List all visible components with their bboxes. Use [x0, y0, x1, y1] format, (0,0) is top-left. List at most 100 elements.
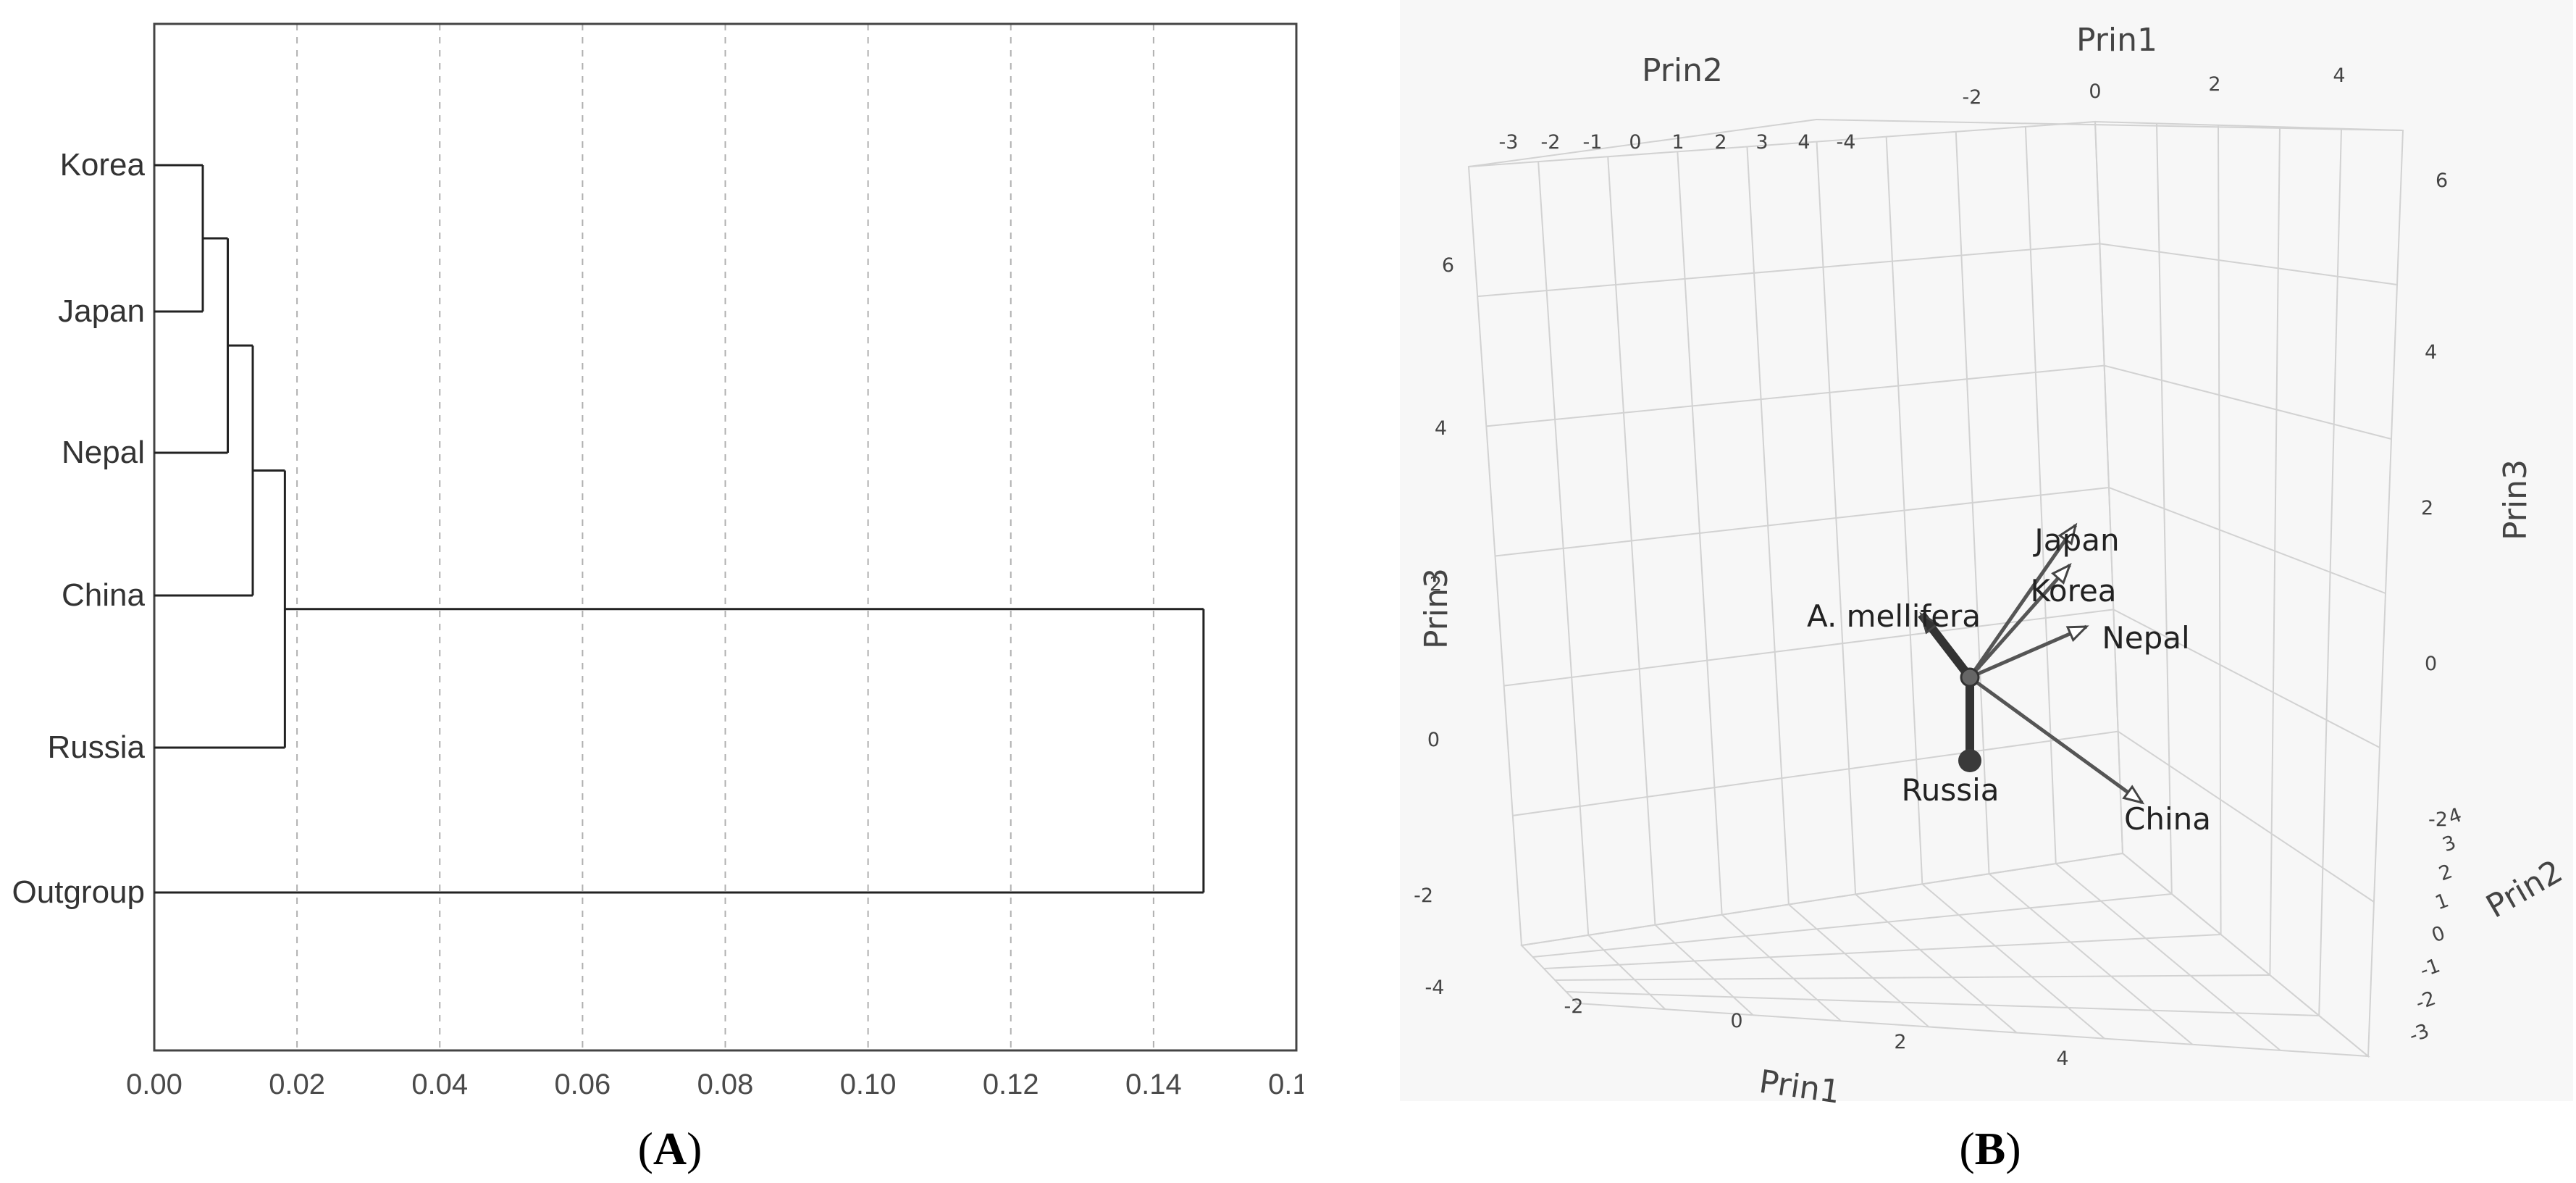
axis-name: Prin3 — [2497, 459, 2534, 540]
x-tick-label: 0.00 — [126, 1069, 182, 1100]
tick-label: 3 — [1755, 131, 1768, 154]
floor-wall — [1519, 852, 2371, 1058]
x-tick-label: 0.16 — [1268, 1069, 1304, 1100]
tick-label: 2 — [1714, 131, 1727, 154]
wall-grid — [2055, 863, 2281, 1051]
tick-label: 2 — [2421, 497, 2433, 519]
vector-shaft — [1968, 564, 2071, 679]
vector-label: Korea — [2030, 573, 2116, 609]
wall-grid — [1486, 364, 2105, 427]
axis-name: Prin1 — [2076, 22, 2157, 59]
tick-label: 2 — [2208, 73, 2220, 96]
tick-label: -4 — [1837, 131, 1856, 154]
leaf-label: Japan — [58, 293, 145, 329]
vector-label: Nepal — [2102, 620, 2189, 656]
vector-arrowhead — [1919, 611, 1940, 635]
tick-label: 2 — [1430, 573, 1442, 595]
tick-label: -4 — [1425, 977, 1445, 999]
wall-grid — [1555, 974, 2270, 981]
wall-grid — [1587, 935, 1666, 1010]
x-tick-label: 0.12 — [983, 1069, 1039, 1100]
vector-label: China — [2124, 801, 2211, 837]
tick-label: 6 — [1442, 254, 1454, 277]
vector-arrowhead — [2065, 625, 2089, 643]
origin-point — [1960, 667, 1980, 687]
vector-shaft — [1968, 675, 2144, 805]
tick-label: 0 — [1629, 131, 1641, 154]
wall-grid — [1855, 893, 2018, 1034]
leaf-label: Korea — [60, 147, 146, 183]
wall-grid — [2099, 243, 2398, 285]
wall-grid — [1532, 893, 2172, 958]
leaf-label: China — [62, 577, 145, 613]
tick-label: -2 — [2428, 808, 2448, 831]
tick-label: 4 — [2425, 341, 2437, 364]
tick-label: 4 — [1797, 131, 1810, 154]
vector-label: Japan — [2032, 522, 2119, 558]
tick-label: -2 — [1564, 995, 1584, 1018]
wall-grid — [1654, 924, 1754, 1016]
plot-frame — [153, 22, 1298, 1052]
wall-grid — [1477, 243, 2100, 298]
tick-label: -2 — [1541, 131, 1561, 154]
tick-label: 0 — [2089, 80, 2101, 103]
tick-label: 6 — [2436, 170, 2448, 192]
x-axis-ticks: 0.00 0.02 0.04 0.06 0.08 0.10 0.12 0.14 0.16 — [126, 1069, 1304, 1100]
x-tick-label: 0.10 — [840, 1069, 897, 1100]
wall-grid — [1503, 609, 2114, 687]
vector-ball — [1958, 749, 1981, 772]
tick-label: 4 — [2333, 64, 2345, 87]
panel-b-caption: (B) — [1959, 1123, 2021, 1174]
tick-label: 0 — [2425, 653, 2437, 675]
wall-grid — [2104, 364, 2392, 440]
wall-grid — [1921, 883, 2105, 1040]
tick-label: 0 — [1427, 729, 1440, 751]
axis-name: Prin2 — [1642, 52, 1723, 89]
grid-lines — [296, 24, 1154, 1050]
x-tick-label: 0.02 — [269, 1069, 325, 1100]
tick-label: -3 — [1499, 131, 1519, 154]
wall-grid — [1495, 487, 2110, 557]
wall-grid — [1788, 903, 1929, 1028]
leaf-label: Nepal — [62, 435, 145, 470]
loading-vectors: Japan Korea Nepal China A. mellifera Russia — [1807, 522, 2211, 837]
panel-a-caption: (A) — [638, 1123, 702, 1174]
vector-label: A. mellifera — [1807, 598, 1981, 634]
wall-grid — [2113, 609, 2380, 748]
wall-grid — [1988, 873, 2193, 1045]
tick-label: -1 — [1583, 131, 1603, 154]
wall-grid — [1512, 730, 2118, 816]
wall-grid — [1721, 914, 1842, 1022]
wall-grid — [1468, 119, 1817, 167]
vector-label: Russia — [1901, 772, 1999, 808]
axis-name: Prin3 — [1418, 568, 1455, 649]
tick-label: -2 — [1963, 86, 1982, 109]
x-tick-label: 0.08 — [697, 1069, 754, 1100]
grid-walls — [1467, 119, 2404, 1058]
dendrogram-branches — [154, 164, 1205, 894]
x-tick-label: 0.04 — [411, 1069, 468, 1100]
wall-grid — [2118, 730, 2375, 903]
pca-3d-panel: -3 -2 -1 0 1 2 3 4 -4 Prin2 -2 0 2 4 Prin1 -2 0 2 4 6 Prin3 6… — [1398, 0, 2576, 1183]
tick-label: 2 — [1894, 1031, 1906, 1053]
dendrogram-panel: 0.00 0.02 0.04 0.06 0.08 0.10 0.12 0.14 0.16 Kor… — [12, 22, 1304, 1174]
tick-label: 4 — [2056, 1048, 2068, 1070]
leaf-label: Outgroup — [12, 874, 145, 910]
vector-arrowhead — [2122, 785, 2145, 805]
vector-shaft — [1969, 624, 2087, 680]
x-tick-label: 0.14 — [1125, 1069, 1182, 1100]
leaf-label: Russia — [48, 730, 146, 765]
tick-label: 0 — [1730, 1010, 1742, 1032]
wall-grid — [1816, 119, 2404, 131]
x-tick-label: 0.06 — [554, 1069, 611, 1100]
tick-label: 1 — [1671, 131, 1684, 154]
pca-3d-chart: -3 -2 -1 0 1 2 3 4 -4 Prin2 -2 0 2 4 Prin1 -2 0 2 4 6 Prin3 6… — [1400, 0, 2573, 1174]
tick-label: -2 — [1414, 885, 1433, 907]
vector-arrowhead — [2051, 562, 2072, 585]
leaf-labels: Korea Japan Nepal China Russia Outgroup — [12, 147, 146, 910]
wall-grid — [2108, 487, 2386, 594]
vector-arrowhead — [2057, 522, 2078, 545]
dendrogram-chart: 0.00 0.02 0.04 0.06 0.08 0.10 0.12 0.14 0.16 Kor… — [12, 22, 1304, 1174]
vector-shaft — [1968, 524, 2078, 679]
plot-background — [1400, 0, 2573, 1101]
